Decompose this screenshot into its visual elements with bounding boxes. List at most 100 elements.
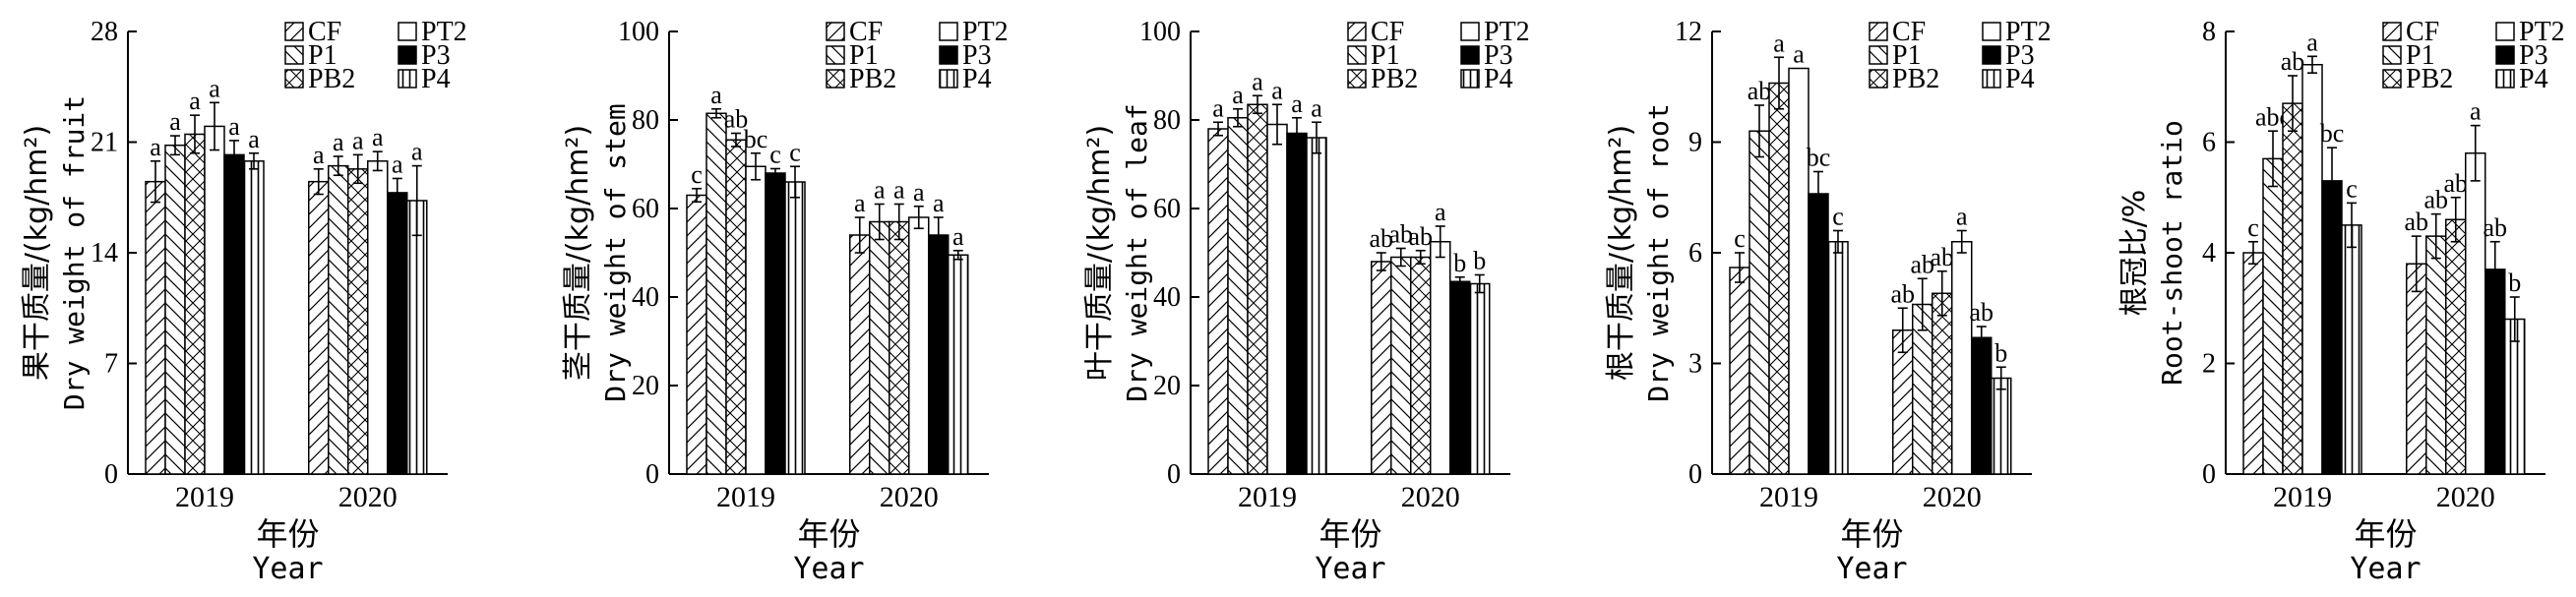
bar-p3 [2484,269,2506,475]
significance-letter: a [372,123,384,151]
significance-letter: c [1832,203,1844,231]
y-axis-title-en: Dry weight of root [1642,103,1675,401]
significance-letter: a [854,189,866,217]
legend-label-pt2: PT2 [421,17,467,47]
bar-p4 [406,200,428,475]
bar-p4 [1306,137,1327,475]
legend-label-cf: CF [849,17,883,47]
bar-p3 [765,172,786,475]
y-tick-label: 14 [91,238,118,269]
significance-letter: ab [2483,213,2507,242]
bar-p1 [328,164,349,475]
y-axis-title-cn: 茎干质量/(kg/hm²) [561,125,595,381]
legend-swatch-p1 [284,45,304,65]
x-axis-title-en: Year [1836,552,1907,586]
legend-label-pb2: PB2 [849,64,896,94]
significance-letter: ab [1369,224,1393,253]
bar-pb2 [184,133,206,475]
y-axis-title-cn: 根冠比/% [2117,190,2152,317]
significance-letter: a [1435,198,1446,226]
y-axis-title-en: Dry weight of fruit [58,95,91,410]
y-tick-label: 0 [1688,459,1702,490]
bar-pb2 [1768,82,1790,475]
bar-p4 [784,181,806,475]
legend-swatch-cf [1869,22,1888,41]
bar-p1 [2425,235,2447,475]
bar-pt2 [367,160,389,475]
y-tick-label: 60 [1153,194,1181,224]
legend-swatch-p3 [1982,45,2001,65]
legend-swatch-cf [826,22,845,41]
bar-pt2 [1266,123,1288,475]
bar-p4 [1469,282,1491,475]
bar-pt2 [908,216,930,475]
significance-letter: ab [2423,186,2448,214]
y-tick-label: 0 [2202,459,2216,490]
significance-letter: a [248,125,260,153]
bar-pt2 [2465,152,2486,475]
bar-pb2 [889,220,910,475]
x-tick-label: 2019 [175,481,234,513]
significance-letter: a [313,141,325,169]
legend-label-p4: P4 [1484,64,1513,94]
legend-label-cf: CF [1892,17,1926,47]
significance-letter: ab [1930,243,1954,271]
legend-label-cf: CF [2406,17,2439,47]
legend-swatch-p4 [1982,69,2001,89]
significance-letter: a [209,74,220,102]
significance-letter: a [913,178,925,207]
significance-letter: ab [1890,279,1915,308]
bar-pt2 [204,125,225,475]
y-tick-label: 20 [1153,371,1181,401]
legend-swatch-p1 [1869,45,1888,65]
significance-letter: b [1473,247,1486,275]
bar-pb2 [2445,218,2467,475]
bar-pb2 [1932,292,1953,475]
significance-letter: ab [1748,77,1772,105]
significance-letter: a [1252,67,1263,95]
legend-swatch-pt2 [1460,22,1480,41]
bar-cf [2406,263,2427,475]
y-tick-label: 40 [632,282,659,313]
significance-letter: a [150,133,161,161]
significance-letter: bc [744,125,768,153]
significance-letter: a [228,112,240,141]
bar-p1 [705,112,727,475]
bar-p3 [223,153,245,475]
legend-label-pb2: PB2 [1892,64,1939,94]
x-tick-label: 2019 [716,481,775,513]
significance-letter: a [1773,29,1785,57]
y-tick-label: 6 [2202,128,2216,158]
bar-pb2 [1410,256,1432,475]
significance-letter: b [1994,338,2007,367]
y-tick-label: 20 [632,371,659,401]
significance-letter: ab [1910,250,1934,278]
legend-label-pb2: PB2 [2406,64,2453,94]
legend-swatch-pt2 [2495,22,2515,41]
x-axis-title-cn: 年份 [1319,515,1381,553]
legend-label-p3: P3 [1484,40,1513,71]
x-tick-label: 2020 [880,481,939,513]
legend-label-cf: CF [1371,17,1404,47]
bar-pt2 [1788,67,1809,475]
legend-swatch-pb2 [284,69,304,89]
significance-letter: b [2508,269,2521,297]
y-axis-title-en: Root-shoot ratio [2156,120,2188,386]
bar-p3 [1286,132,1308,475]
legend-swatch-pt2 [939,22,958,41]
significance-letter: ab [1969,298,1993,327]
significance-letter: a [1956,203,1968,231]
bar-p1 [1390,256,1412,475]
significance-letter: ab [724,105,749,134]
legend-label-p1: P1 [1892,40,1922,71]
significance-letter: ab [2404,208,2428,236]
legend-label-pt2: PT2 [962,17,1009,47]
bar-p4 [1827,241,1849,475]
significance-letter: a [1212,93,1224,122]
significance-letter: a [1291,90,1303,118]
x-tick-label: 2020 [1923,481,1982,513]
legend-label-pt2: PT2 [2519,17,2565,47]
